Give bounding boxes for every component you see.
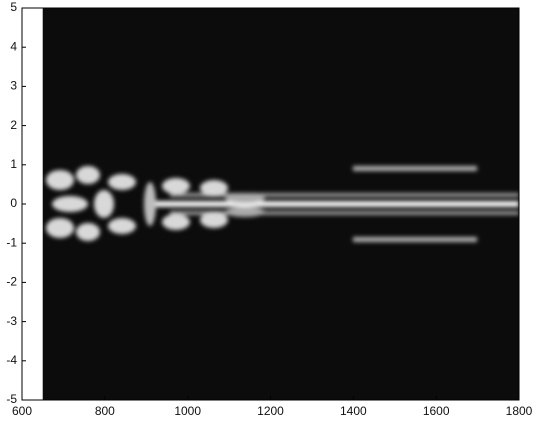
y-tick-label: 0 (10, 196, 17, 210)
x-tick-label: 600 (12, 404, 32, 418)
x-tick-label: 1200 (257, 404, 284, 418)
x-tick-label: 1000 (174, 404, 201, 418)
x-tick-label: 1600 (423, 404, 450, 418)
axes: 600 800 1000 1200 1400 1600 1800 5 4 3 2 1 0 -1 -2 -3 -4… (6, 0, 532, 418)
y-tick-label: 4 (10, 39, 17, 53)
y-tick-label: 2 (10, 118, 17, 132)
y-tick-label: -1 (6, 235, 17, 249)
spectrum-pattern (46, 166, 519, 242)
y-tick-label: 3 (10, 79, 17, 93)
x-tick-label: 800 (95, 404, 115, 418)
x-tick-label: 1400 (340, 404, 367, 418)
y-tick-label: 1 (10, 157, 17, 171)
x-tick-label: 1800 (506, 404, 533, 418)
y-tick-label: 5 (10, 0, 17, 14)
y-tick-label: -3 (6, 314, 17, 328)
y-tick-label: -5 (6, 392, 17, 406)
y-tick-label: -4 (6, 353, 17, 367)
y-tick-label: -2 (6, 275, 17, 289)
